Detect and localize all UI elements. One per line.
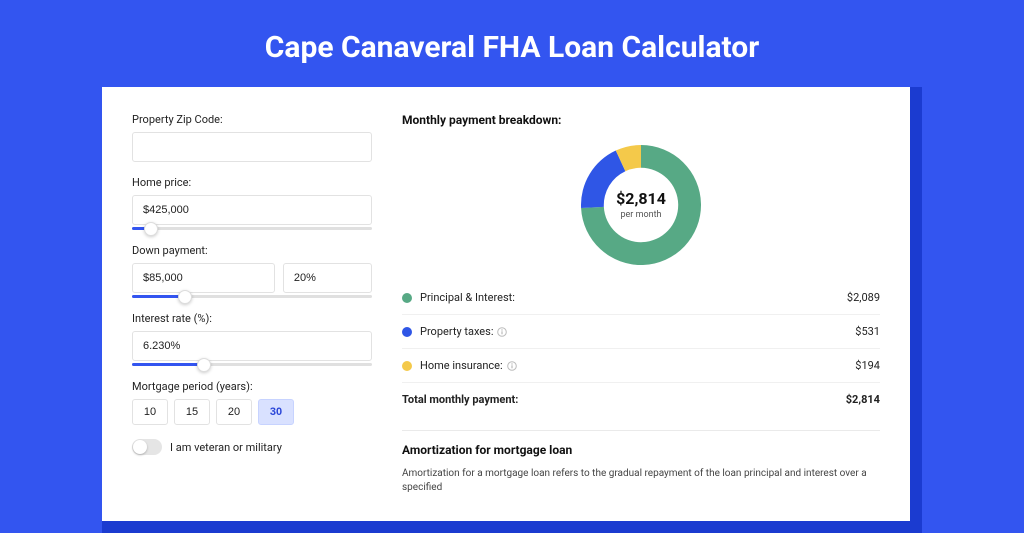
donut-center-value: $2,814: [616, 189, 666, 208]
zip-input[interactable]: [132, 132, 372, 162]
slider-fill: [132, 363, 204, 366]
breakdown-value: $2,089: [847, 291, 880, 304]
breakdown-list: Principal & Interest:$2,089Property taxe…: [402, 281, 880, 382]
home-price-slider[interactable]: [132, 227, 372, 230]
donut-chart: $2,814 per month: [581, 145, 701, 265]
slider-thumb[interactable]: [197, 358, 211, 372]
down-payment-amount-input[interactable]: [132, 263, 275, 293]
interest-rate-slider[interactable]: [132, 363, 372, 366]
amortization-title: Amortization for mortgage loan: [402, 443, 880, 457]
breakdown-label: Principal & Interest:: [420, 291, 847, 304]
mortgage-period-option[interactable]: 10: [132, 399, 168, 425]
veteran-toggle[interactable]: [132, 439, 162, 455]
breakdown-label: Home insurance:: [420, 359, 855, 372]
legend-dot: [402, 293, 412, 303]
breakdown-row: Principal & Interest:$2,089: [402, 281, 880, 314]
mortgage-period-group: Mortgage period (years): 10152030: [132, 380, 372, 425]
total-label: Total monthly payment:: [402, 393, 846, 406]
zip-field-group: Property Zip Code:: [132, 113, 372, 162]
amortization-text: Amortization for a mortgage loan refers …: [402, 467, 880, 495]
interest-rate-label: Interest rate (%):: [132, 312, 372, 325]
mortgage-period-label: Mortgage period (years):: [132, 380, 372, 393]
calculator-card: Property Zip Code: Home price: Down paym…: [102, 87, 910, 521]
down-payment-label: Down payment:: [132, 244, 372, 257]
home-price-group: Home price:: [132, 176, 372, 230]
mortgage-period-option[interactable]: 15: [174, 399, 210, 425]
breakdown-value: $531: [855, 325, 880, 338]
toggle-knob: [133, 440, 147, 454]
home-price-input[interactable]: [132, 195, 372, 225]
total-value: $2,814: [846, 393, 880, 406]
breakdown-row: Property taxes:$531: [402, 314, 880, 348]
card-shadow: Property Zip Code: Home price: Down paym…: [102, 87, 922, 533]
donut-chart-wrap: $2,814 per month: [402, 135, 880, 281]
veteran-toggle-label: I am veteran or military: [170, 441, 282, 454]
info-icon[interactable]: [507, 361, 517, 371]
legend-dot: [402, 327, 412, 337]
mortgage-period-options: 10152030: [132, 399, 372, 425]
divider: [402, 430, 880, 431]
down-payment-group: Down payment:: [132, 244, 372, 298]
down-payment-slider[interactable]: [132, 295, 372, 298]
form-column: Property Zip Code: Home price: Down paym…: [132, 113, 372, 495]
donut-center-sub: per month: [620, 210, 661, 220]
interest-rate-input[interactable]: [132, 331, 372, 361]
mortgage-period-option[interactable]: 30: [258, 399, 294, 425]
page-title: Cape Canaveral FHA Loan Calculator: [0, 0, 1024, 87]
mortgage-period-option[interactable]: 20: [216, 399, 252, 425]
breakdown-total-row: Total monthly payment: $2,814: [402, 382, 880, 416]
breakdown-column: Monthly payment breakdown: $2,814 per mon…: [402, 113, 880, 495]
veteran-toggle-row: I am veteran or military: [132, 439, 372, 455]
slider-thumb[interactable]: [144, 222, 158, 236]
breakdown-title: Monthly payment breakdown:: [402, 113, 880, 127]
breakdown-label: Property taxes:: [420, 325, 855, 338]
interest-rate-group: Interest rate (%):: [132, 312, 372, 366]
legend-dot: [402, 361, 412, 371]
breakdown-row: Home insurance:$194: [402, 348, 880, 382]
home-price-label: Home price:: [132, 176, 372, 189]
info-icon[interactable]: [497, 327, 507, 337]
breakdown-value: $194: [855, 359, 880, 372]
zip-label: Property Zip Code:: [132, 113, 372, 126]
down-payment-percent-input[interactable]: [283, 263, 372, 293]
slider-thumb[interactable]: [178, 290, 192, 304]
